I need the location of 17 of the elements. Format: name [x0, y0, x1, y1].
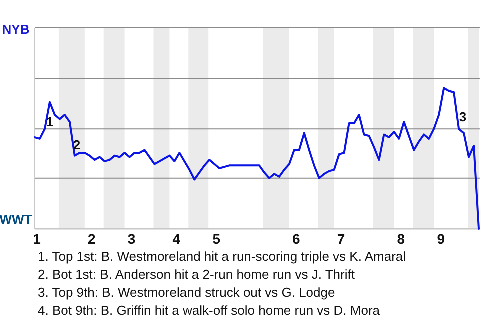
x-tick-label: 5	[212, 231, 221, 247]
text: NYB	[2, 22, 30, 37]
annotation: 1	[46, 114, 54, 130]
text: 1. Top 1st: B. Westmoreland hit a run-scoring triple vs K. Amaral	[38, 249, 406, 264]
text: WWT	[0, 212, 32, 227]
x-tick-label: 6	[292, 231, 301, 247]
x-tick-label: 1	[33, 231, 42, 247]
x-tick-label: 8	[397, 231, 406, 247]
x-tick-label: 3	[128, 231, 136, 247]
text: 3. Top 9th: B. Westmoreland struck out vs G. Lodge	[38, 285, 336, 300]
annotation: 3	[459, 109, 467, 124]
text: 4. Bot 9th: B. Griffin hit a walk-off solo home run vs D. Mora	[38, 303, 381, 318]
x-tick-label: 4	[172, 231, 181, 247]
x-tick-label: 7	[337, 231, 346, 247]
text: 2. Bot 1st: B. Anderson hit a 2-run home run vs J. Thrift	[38, 267, 356, 282]
x-tick-label: 9	[437, 231, 446, 247]
x-tick-label: 2	[88, 231, 96, 247]
